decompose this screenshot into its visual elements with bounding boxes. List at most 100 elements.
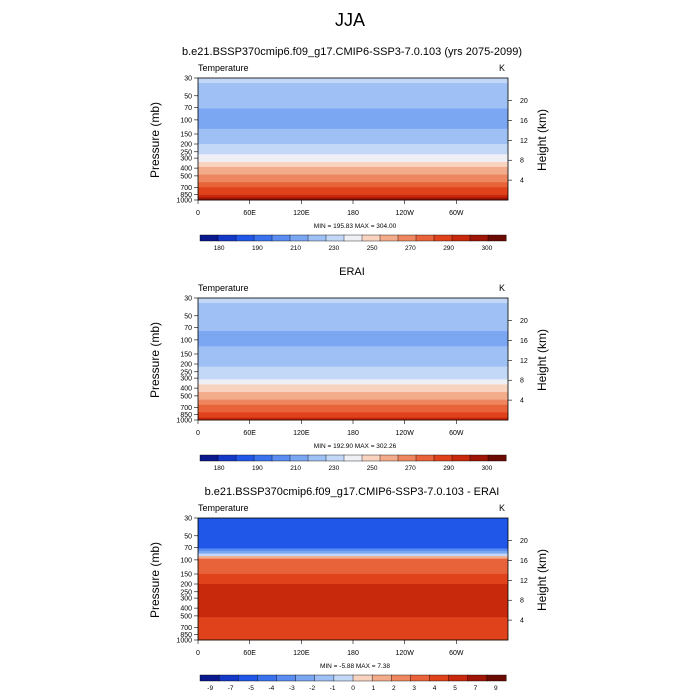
contour-band [198, 381, 508, 385]
longitude-tick-label: 60W [449, 210, 464, 217]
colorbar-swatch [217, 234, 237, 242]
contour-band [198, 351, 508, 355]
contour-band [198, 614, 508, 618]
contour-band [198, 359, 508, 362]
contour-band [198, 331, 508, 334]
panel-title: ERAI [339, 266, 365, 278]
contour-band [198, 113, 508, 117]
height-tick-label: 12 [520, 578, 528, 585]
contour-band [198, 177, 508, 181]
colorbar-swatch [217, 454, 237, 462]
pressure-tick-label: 1000 [176, 198, 192, 205]
longitude-tick-label: 0 [196, 650, 200, 657]
colorbar-swatch [415, 234, 435, 242]
height-tick-label: 16 [520, 338, 528, 345]
contour-band [198, 336, 508, 340]
longitude-tick-label: 120E [293, 210, 310, 217]
contour-band [198, 105, 508, 109]
contour-band [198, 371, 508, 375]
contour-band [198, 156, 508, 160]
height-tick-label: 8 [520, 158, 524, 165]
pressure-tick-label: 700 [180, 625, 192, 632]
colorbar-label: 9 [494, 685, 498, 692]
colorbar-label: 290 [443, 465, 454, 472]
colorbar-swatch [379, 454, 399, 462]
colorbar-label: 190 [252, 465, 263, 472]
longitude-tick-label: 60W [449, 650, 464, 657]
colorbar-label: 180 [214, 245, 225, 252]
pressure-tick-label: 100 [180, 557, 192, 564]
contour-band [198, 573, 508, 577]
colorbar-swatch [289, 454, 309, 462]
pressure-tick-label: 50 [184, 93, 192, 100]
contour-band [198, 305, 508, 309]
colorbar-swatch [218, 674, 239, 682]
contour-band [198, 343, 508, 347]
contour-band [198, 543, 508, 547]
contour-band [198, 548, 508, 552]
panel-left-label: Temperature [198, 503, 249, 513]
panel-title: b.e21.BSSP370cmip6.f09_g17.CMIP6-SSP3-7.… [182, 46, 522, 58]
contour-band [198, 318, 508, 322]
pressure-tick-label: 200 [180, 582, 192, 589]
pressure-tick-label: 850 [180, 632, 192, 639]
colorbar-label: 270 [405, 465, 416, 472]
pressure-tick-label: 500 [180, 173, 192, 180]
colorbar-swatch [486, 674, 507, 682]
contour-band [198, 556, 508, 560]
colorbar-swatch [257, 674, 278, 682]
contour-band [198, 530, 508, 534]
longitude-tick-label: 60E [243, 430, 256, 437]
height-axis-label: Height (km) [535, 549, 549, 611]
colorbar-swatch [467, 674, 488, 682]
longitude-tick-label: 120E [293, 430, 310, 437]
height-axis-label: Height (km) [535, 329, 549, 391]
contour-band [198, 558, 508, 562]
pressure-tick-label: 300 [180, 156, 192, 163]
contour-band [198, 520, 508, 524]
contour-band [198, 599, 508, 603]
colorbar-label: 230 [328, 465, 339, 472]
pressure-tick-label: 150 [180, 351, 192, 358]
contour-band [198, 525, 508, 529]
colorbar-swatch [276, 674, 297, 682]
contour-band [198, 313, 508, 317]
contour-band [198, 100, 508, 104]
contour-band [198, 149, 508, 153]
colorbar-swatch [361, 234, 381, 242]
contour-band [198, 83, 508, 87]
pressure-tick-label: 70 [184, 545, 192, 552]
contour-band [198, 103, 508, 107]
colorbar-label: 180 [214, 465, 225, 472]
contour-band [198, 95, 508, 99]
pressure-tick-label: 50 [184, 533, 192, 540]
contour-band [198, 197, 508, 201]
contour-band [198, 402, 508, 406]
contour-band [198, 414, 508, 418]
contour-band [198, 353, 508, 357]
pressure-tick-label: 150 [180, 571, 192, 578]
colorbar-label: -5 [248, 685, 254, 692]
contour-band [198, 194, 508, 198]
colorbar-label: 230 [328, 245, 339, 252]
contour-band [198, 606, 508, 610]
contour-band [198, 146, 508, 150]
contour-band [198, 571, 508, 575]
contour-band [198, 361, 508, 365]
pressure-tick-label: 200 [180, 362, 192, 369]
longitude-tick-label: 60E [243, 210, 256, 217]
colorbar-swatch [469, 454, 489, 462]
pressure-tick-label: 300 [180, 376, 192, 383]
longitude-tick-label: 0 [196, 210, 200, 217]
contour-band [198, 374, 508, 378]
contour-band [198, 356, 508, 360]
colorbar-swatch [361, 454, 381, 462]
colorbar-swatch [314, 674, 335, 682]
panel-erai: ERAI Temperature K Pressure (mb) Height … [148, 266, 549, 472]
longitude-tick-label: 60W [449, 430, 464, 437]
contour-band [198, 116, 508, 120]
colorbar-swatch [333, 674, 354, 682]
contour-band [198, 609, 508, 613]
colorbar-label: 2 [392, 685, 396, 692]
